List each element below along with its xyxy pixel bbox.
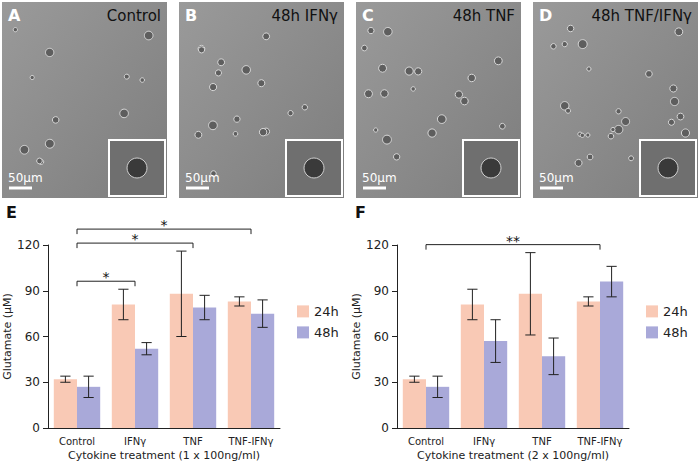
svg-text:TNF-IFNγ: TNF-IFNγ [576, 436, 622, 447]
svg-text:C: C [362, 6, 374, 25]
svg-text:50μm: 50μm [362, 171, 397, 185]
svg-text:*: * [161, 217, 168, 233]
svg-text:Control: Control [408, 436, 444, 447]
svg-text:TNF-IFNγ: TNF-IFNγ [227, 436, 273, 447]
svg-text:48h TNF: 48h TNF [453, 7, 515, 25]
svg-text:48h IFNγ: 48h IFNγ [271, 7, 338, 25]
svg-text:50μm: 50μm [185, 171, 220, 185]
svg-text:*: * [103, 269, 110, 285]
svg-text:30: 30 [374, 375, 389, 389]
svg-text:F: F [355, 203, 366, 222]
svg-text:IFNγ: IFNγ [124, 436, 146, 447]
svg-text:Glutamate (μM): Glutamate (μM) [1, 293, 14, 380]
svg-text:48h: 48h [663, 325, 688, 340]
svg-text:60: 60 [25, 330, 40, 344]
svg-text:Control: Control [107, 7, 161, 25]
svg-text:Cytokine treatment (2 x 100ng/: Cytokine treatment (2 x 100ng/ml) [417, 449, 609, 462]
svg-text:E: E [6, 203, 17, 222]
svg-text:60: 60 [374, 330, 389, 344]
svg-text:24h: 24h [314, 304, 339, 319]
svg-text:TNF: TNF [531, 436, 552, 447]
svg-text:IFNγ: IFNγ [473, 436, 495, 447]
svg-text:0: 0 [32, 421, 40, 435]
svg-text:Cytokine treatment (1 x 100ng/: Cytokine treatment (1 x 100ng/ml) [68, 449, 260, 462]
svg-text:24h: 24h [663, 304, 688, 319]
svg-text:Glutamate (μM): Glutamate (μM) [350, 293, 363, 380]
svg-text:90: 90 [374, 284, 389, 298]
svg-text:120: 120 [17, 238, 40, 252]
svg-text:90: 90 [25, 284, 40, 298]
svg-text:TNF: TNF [182, 436, 203, 447]
svg-text:30: 30 [25, 375, 40, 389]
svg-text:*: * [132, 231, 139, 247]
svg-text:48h TNF/IFNγ: 48h TNF/IFNγ [591, 7, 692, 25]
svg-text:0: 0 [381, 421, 389, 435]
svg-text:B: B [185, 6, 197, 25]
svg-text:D: D [539, 6, 552, 25]
svg-text:A: A [8, 6, 21, 25]
svg-text:50μm: 50μm [539, 171, 574, 185]
svg-text:50μm: 50μm [8, 171, 43, 185]
svg-text:48h: 48h [314, 325, 339, 340]
svg-text:120: 120 [366, 238, 389, 252]
svg-text:**: ** [506, 233, 520, 249]
svg-text:Control: Control [59, 436, 95, 447]
